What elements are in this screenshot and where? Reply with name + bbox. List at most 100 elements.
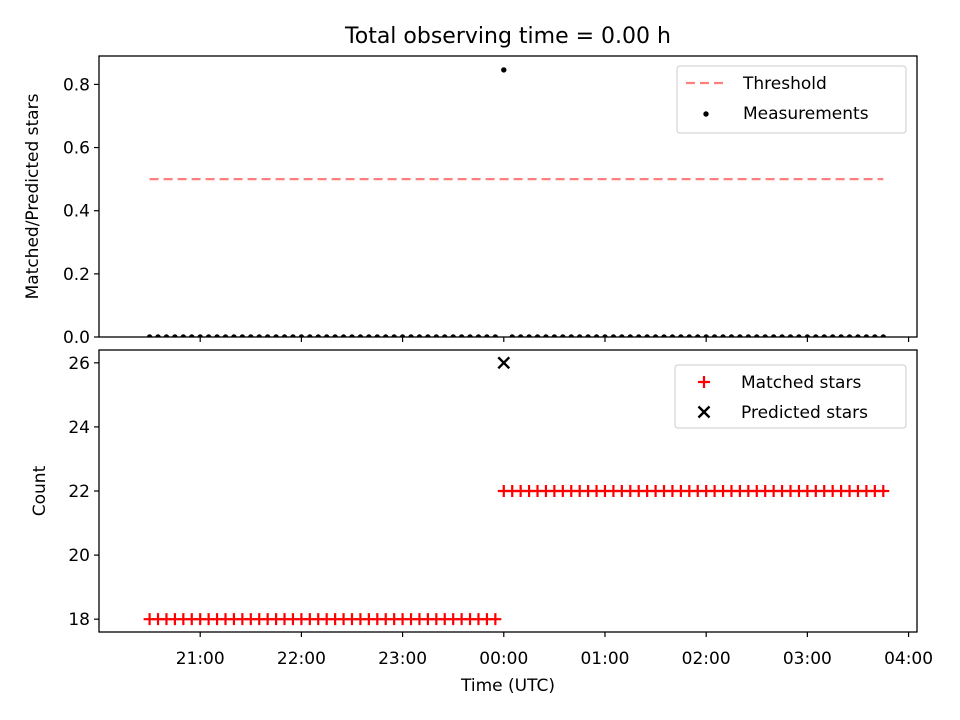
measurement-point [855, 334, 861, 337]
predicted-star-marker [497, 356, 511, 370]
measurement-point [222, 334, 229, 337]
legend-measurement-key [703, 111, 709, 117]
legend: Matched stars Predicted stars [674, 364, 907, 429]
measurement-point [357, 334, 364, 337]
measurement-point [399, 334, 406, 337]
measurement-point [661, 334, 667, 337]
y-tick-label: 22 [68, 482, 90, 502]
legend: Threshold Measurements [676, 65, 907, 134]
y-tick-label: 0.2 [63, 265, 90, 285]
chart-title: Total observing time = 0.00 h [344, 24, 671, 49]
y-axis-label: Count [30, 465, 50, 516]
measurement-point [754, 334, 760, 337]
measurement-point [349, 334, 355, 337]
matched-star-marker [877, 485, 890, 497]
measurement-point [779, 334, 785, 337]
measurement-point [163, 334, 170, 337]
measurement-point [669, 334, 676, 337]
measurement-point [610, 334, 617, 337]
measurement-point [323, 334, 330, 337]
measurement-point [678, 334, 684, 337]
measurement-point [172, 334, 178, 337]
measurement-point [383, 334, 389, 337]
measurement-point [231, 334, 237, 337]
measurement-point [695, 334, 701, 337]
measurement-point [189, 334, 195, 337]
measurement-point [180, 334, 187, 337]
measurement-point [484, 334, 490, 337]
x-axis-label: Time (UTC) [460, 676, 555, 696]
y-tick-label: 0.6 [63, 139, 90, 159]
legend-frame [676, 65, 907, 134]
legend-matched-key [698, 376, 710, 388]
measurement-point [804, 334, 811, 337]
legend-label: Predicted stars [741, 403, 868, 423]
y-tick-label: 0.4 [63, 202, 90, 222]
y-tick-label: 0.8 [63, 75, 90, 95]
legend-predicted-key [697, 405, 711, 419]
measurement-point [501, 67, 507, 73]
measurement-point [290, 334, 296, 337]
measurement-point [450, 334, 456, 337]
matched-star-marker [489, 613, 502, 626]
measurement-point [593, 334, 600, 337]
measurement-point [517, 334, 524, 337]
measurement-point [636, 334, 642, 337]
x-tick-label: 21:00 [176, 649, 225, 669]
legend-frame [674, 364, 907, 429]
measurement-point [273, 334, 279, 337]
x-tick-label: 02:00 [682, 649, 731, 669]
top-panel: 0.0 0.2 0.4 0.6 0.8 Matched/Predicted stars Th… [23, 55, 918, 348]
measurement-point [585, 334, 591, 337]
measurement-point [408, 334, 414, 337]
measurement-point [720, 334, 726, 337]
measurement-point [560, 334, 566, 337]
measurement-point [644, 334, 650, 337]
measurement-point [526, 334, 532, 337]
measurement-point [627, 334, 633, 337]
measurement-point [728, 334, 735, 337]
measurement-point [391, 334, 397, 337]
axes-frame [98, 349, 918, 633]
measurement-point [197, 334, 203, 337]
measurement-point [880, 334, 886, 337]
plot-area [143, 356, 890, 626]
x-tick-label: 01:00 [580, 649, 629, 669]
axes-frame [98, 55, 918, 338]
measurement-point [652, 334, 659, 337]
measurement-point [467, 334, 473, 337]
measurement-point [281, 334, 288, 337]
measurement-point [248, 334, 254, 337]
measurement-point [340, 334, 347, 337]
measurement-point [770, 334, 777, 337]
measurement-point [256, 334, 262, 337]
measurement-point [829, 334, 836, 337]
measurement-point [796, 334, 802, 337]
x-tick-label: 22:00 [277, 649, 326, 669]
x-tick-label: 03:00 [783, 649, 832, 669]
measurement-point [509, 334, 515, 337]
measurement-point [745, 334, 752, 337]
y-axis-label: Matched/Predicted stars [23, 93, 43, 299]
measurement-point [703, 334, 709, 337]
measurement-point [239, 334, 246, 337]
measurement-point [298, 334, 305, 337]
measurement-point [576, 334, 583, 337]
measurement-point [602, 334, 608, 337]
x-tick-label: 04:00 [884, 649, 933, 669]
measurement-point [813, 334, 819, 337]
y-tick-label: 20 [68, 546, 90, 566]
measurement-point [307, 334, 313, 337]
bottom-panel: 18 20 22 24 26 21:00 22:00 23:00 00:00 01:00 02:00… [30, 349, 933, 696]
measurement-point [264, 334, 271, 337]
measurement-point [366, 334, 372, 337]
measurement-point [214, 334, 220, 337]
y-tick-label: 18 [68, 610, 90, 630]
measurement-point [433, 334, 440, 337]
measurement-point [543, 334, 549, 337]
measurement-point [863, 334, 870, 337]
x-tick-label: 00:00 [479, 649, 528, 669]
y-tick-label: 26 [68, 354, 90, 374]
legend-label: Threshold [742, 74, 827, 94]
